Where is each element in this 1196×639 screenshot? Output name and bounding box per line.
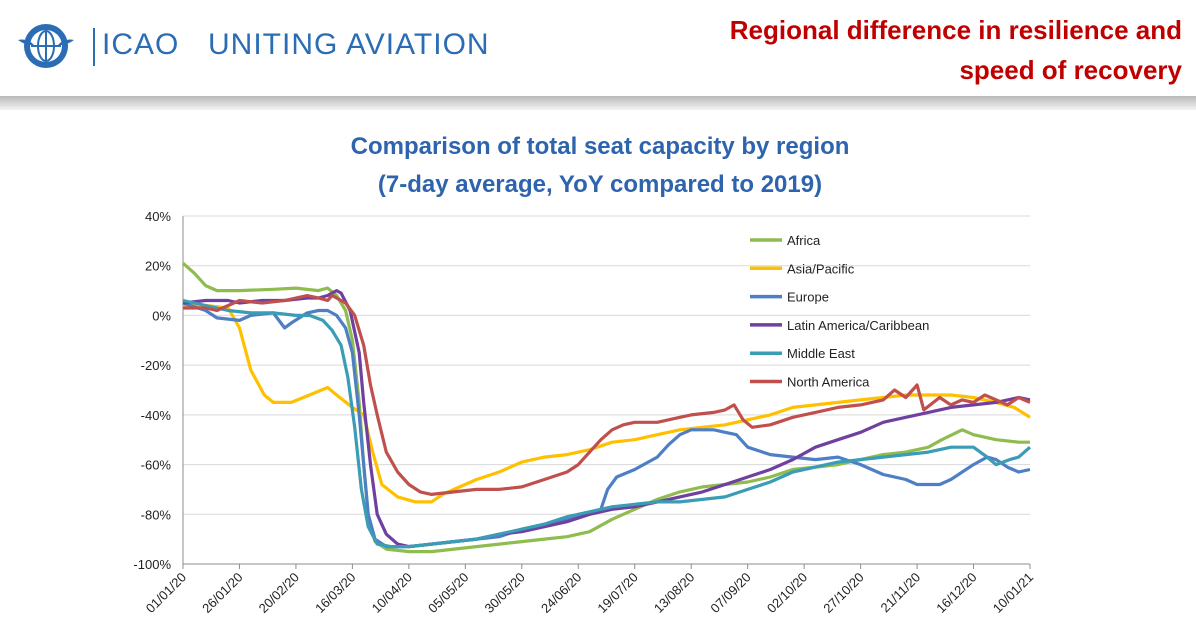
series-line-middle-east	[182, 298, 1032, 549]
x-tick-label: 13/08/20	[651, 570, 697, 616]
y-tick-label: -100%	[133, 557, 171, 572]
slide-title: Regional difference in resilience and sp…	[622, 10, 1182, 90]
series-line-latin-america-caribbean	[182, 289, 1031, 549]
series-line-asia-pacific	[183, 303, 1031, 504]
header-shadow	[0, 96, 1196, 110]
x-tick-label: 02/10/20	[764, 570, 810, 616]
x-tick-label: 26/01/20	[199, 570, 245, 616]
x-tick-label: 16/03/20	[312, 570, 358, 616]
x-tick-label: 21/11/20	[877, 570, 923, 616]
line-chart: 40% 20% 0% -20% -40% -60% -80% -100%01/01/20 26/…	[133, 209, 1036, 616]
y-tick-label: 0%	[152, 308, 171, 323]
org-motto: UNITING AVIATION	[208, 28, 490, 61]
x-tick-label: 20/02/20	[256, 570, 302, 616]
chart-title-line1: Comparison of total seat capacity by reg…	[350, 133, 850, 160]
y-tick-label: -80%	[141, 507, 172, 522]
y-tick-label: -60%	[141, 458, 172, 473]
slide-title-line1: Regional difference in resilience and	[729, 15, 1182, 45]
x-tick-label: 10/04/20	[369, 570, 415, 616]
chart-title-line2: (7-day average, YoY compared to 2019)	[377, 171, 823, 198]
legend-label: Latin America/Caribbean	[787, 318, 929, 333]
y-tick-label: 40%	[145, 209, 171, 224]
series-line-africa	[181, 262, 1030, 554]
legend-label: North America	[787, 375, 870, 390]
x-tick-label: 05/05/20	[425, 570, 471, 616]
slide-title-line2: speed of recovery	[959, 55, 1182, 85]
header-bar: ICAO UNITING AVIATION Regional differenc…	[0, 0, 1196, 96]
x-tick-label: 24/06/20	[538, 570, 584, 616]
y-tick-label: 20%	[145, 259, 171, 274]
x-tick-label: 01/01/20	[143, 570, 189, 616]
legend-label: Europe	[787, 290, 829, 305]
logo-divider	[93, 28, 95, 66]
icao-emblem-icon	[18, 24, 74, 68]
series-line-north-america	[183, 293, 1031, 496]
x-tick-label: 27/10/20	[820, 570, 866, 616]
chart-title: Comparison of total seat capacity by reg…	[300, 128, 900, 204]
x-tick-label: 30/05/20	[482, 570, 528, 616]
x-tick-label: 16/12/20	[933, 570, 979, 616]
y-tick-label: -40%	[141, 408, 172, 423]
x-tick-label: 10/01/21	[990, 570, 1036, 616]
legend-label: Middle East	[787, 346, 855, 361]
x-tick-label: 07/09/20	[707, 570, 753, 616]
legend-label: Asia/Pacific	[787, 261, 855, 276]
org-name: ICAO	[102, 28, 180, 61]
y-tick-label: -20%	[141, 358, 172, 373]
x-tick-label: 19/07/20	[594, 570, 640, 616]
legend-label: Africa	[787, 233, 821, 248]
